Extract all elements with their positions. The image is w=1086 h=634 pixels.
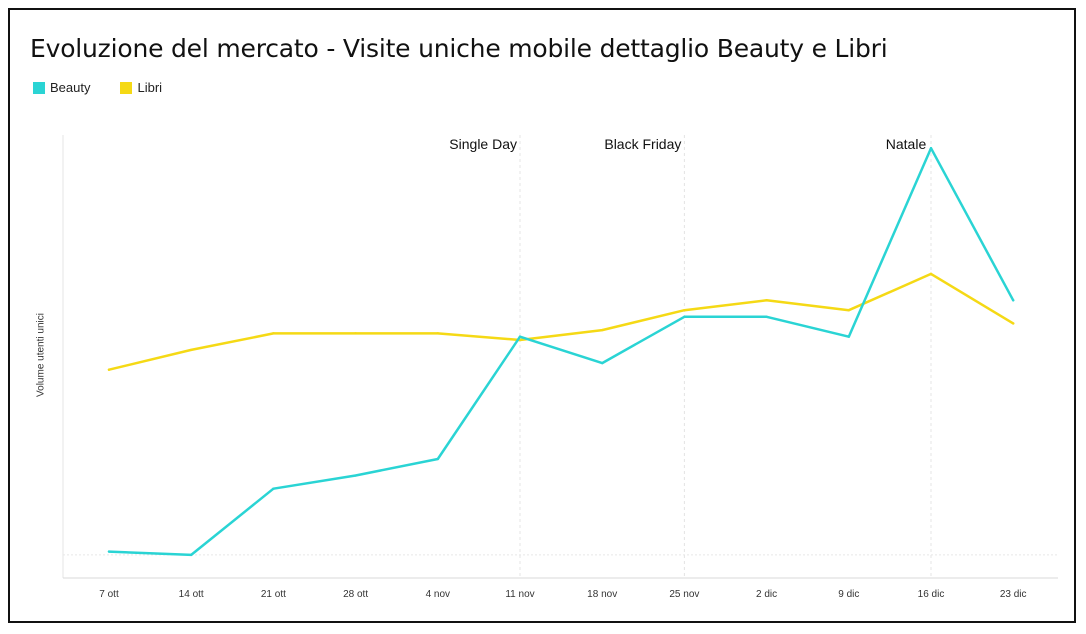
x-tick-label: 9 dic: [838, 589, 859, 600]
x-tick-label: 14 ott: [179, 589, 204, 600]
data-point-libri: [354, 332, 357, 335]
data-point-libri: [929, 272, 933, 276]
data-point-libri: [107, 368, 111, 371]
legend-swatch-beauty: [33, 81, 45, 94]
x-tick-label: 28 ott: [343, 589, 368, 600]
data-point-libri: [683, 309, 686, 312]
x-tick-label: 18 nov: [587, 589, 617, 600]
data-point-beauty: [929, 147, 933, 150]
chart-title: Evoluzione del mercato - Visite uniche m…: [30, 34, 888, 63]
legend-item-beauty[interactable]: Beauty: [33, 80, 90, 95]
data-point-libri: [1012, 322, 1015, 325]
chart-frame: [8, 8, 1076, 623]
annotation-label-1: Black Friday: [604, 136, 681, 152]
data-point-beauty: [683, 315, 686, 319]
series-line-libri: [107, 272, 1015, 371]
data-point-libri: [847, 309, 850, 312]
data-point-beauty: [518, 335, 522, 338]
legend-item-libri[interactable]: Libri: [120, 80, 162, 95]
x-tick-label: 4 nov: [426, 589, 450, 600]
legend-label-beauty: Beauty: [50, 80, 91, 95]
legend-swatch-libri: [120, 81, 133, 94]
chart-legend: Beauty Libri: [33, 80, 162, 95]
annotation-label-2: Natale: [886, 136, 927, 152]
data-point-libri: [436, 332, 439, 335]
data-point-libri: [601, 328, 604, 332]
x-tick-label: 2 dic: [756, 589, 777, 600]
data-point-beauty: [272, 487, 275, 490]
x-tick-label: 16 dic: [918, 589, 945, 600]
x-tick-label: 11 nov: [505, 589, 534, 600]
x-tick-label: 25 nov: [669, 589, 699, 600]
data-point-beauty: [436, 457, 439, 461]
legend-label-libri: Libri: [137, 80, 163, 95]
data-point-beauty: [107, 550, 111, 553]
data-point-libri: [272, 332, 275, 335]
data-point-beauty: [1012, 299, 1015, 302]
series-line-beauty: [107, 146, 1015, 557]
x-tick-label: 21 ott: [261, 589, 286, 600]
data-point-beauty: [190, 553, 193, 557]
x-tick-label: 7 ott: [99, 589, 119, 600]
data-point-beauty: [354, 474, 357, 477]
data-point-libri: [765, 299, 768, 302]
data-point-beauty: [765, 315, 768, 319]
data-point-beauty: [601, 361, 604, 365]
x-tick-label: 23 dic: [1000, 589, 1027, 600]
data-point-libri: [190, 348, 193, 352]
annotation-label-0: Single Day: [449, 136, 517, 152]
data-point-beauty: [847, 335, 850, 338]
